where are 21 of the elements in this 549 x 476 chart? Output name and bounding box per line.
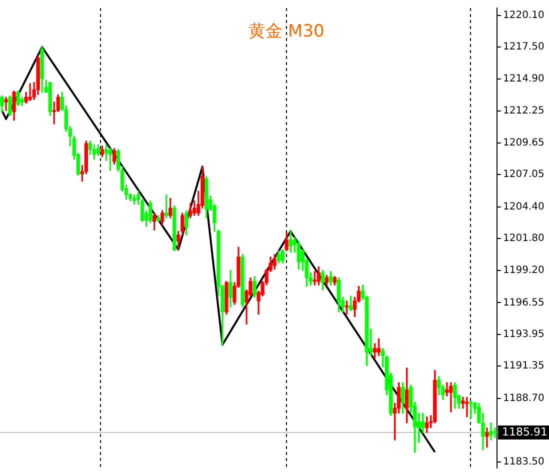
y-tick-label: 1212.25 <box>503 106 544 117</box>
y-tick-label: 1193.95 <box>503 328 544 340</box>
candlestick <box>493 427 497 438</box>
y-tick-label: 1188.70 <box>503 393 544 404</box>
y-tick-label: 1196.55 <box>503 297 544 308</box>
y-tick-label: 1199.20 <box>503 264 544 276</box>
candlestick <box>28 83 32 102</box>
text: 黄金 M30 <box>248 21 324 42</box>
candlestick <box>489 422 493 440</box>
y-tick-label: 1183.50 <box>503 456 544 468</box>
y-tick-label: 1204.40 <box>503 201 544 212</box>
candlestick <box>4 96 8 111</box>
candlestick <box>485 427 489 448</box>
y-tick-label: 1201.80 <box>503 233 544 244</box>
y-tick-label: 1207.05 <box>503 169 544 180</box>
ref-line-label: 1185.91 <box>502 425 548 438</box>
y-tick-label: 1217.50 <box>503 42 544 53</box>
y-tick-label: 1209.65 <box>503 137 544 148</box>
y-tick-label: 1214.90 <box>503 73 544 84</box>
y-tick-label: 1191.35 <box>503 360 544 372</box>
y-tick-label: 1220.10 <box>503 10 544 21</box>
